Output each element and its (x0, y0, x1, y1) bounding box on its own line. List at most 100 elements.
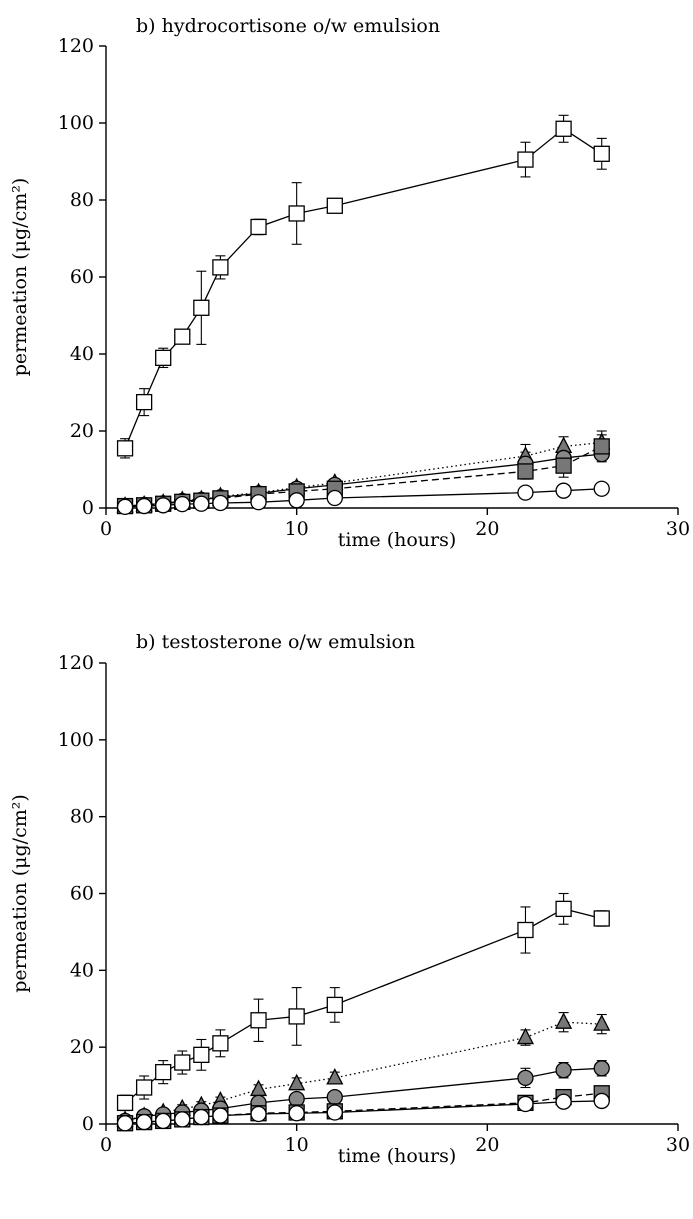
data-point-square (288, 1008, 305, 1025)
data-point-triangle (555, 1012, 573, 1029)
y-tick-label: 80 (70, 189, 94, 211)
data-point-circle (288, 1105, 305, 1122)
data-point-square (517, 151, 534, 168)
data-point-triangle (326, 1067, 344, 1085)
series-4 (120, 434, 607, 508)
data-point-square (555, 900, 572, 918)
x-tick-label: 10 (285, 518, 309, 540)
data-point-circle (593, 480, 610, 497)
data-point-circle (326, 1104, 343, 1121)
y-tick-label: 40 (70, 959, 94, 981)
data-point-circle (555, 1093, 572, 1110)
y-tick-label: 20 (70, 420, 94, 442)
data-point-circle (517, 1095, 534, 1113)
data-point-circle (155, 1112, 172, 1130)
chart-panel-2: b) testosterone o/w emulsion020406080100… (9, 631, 690, 1167)
data-point-triangle (593, 1014, 611, 1031)
data-point-circle (593, 1060, 610, 1077)
data-point-triangle (249, 1079, 268, 1097)
y-tick-label: 40 (70, 343, 94, 365)
data-point-circle (193, 1108, 210, 1126)
series-5 (120, 484, 607, 509)
series-2 (120, 1012, 607, 1123)
x-tick-label: 30 (666, 518, 690, 540)
data-point-square (193, 1046, 210, 1063)
y-axis-label: permeation (μg/cm²) (9, 178, 31, 377)
data-point-circle (155, 497, 172, 514)
data-point-square (555, 120, 572, 137)
data-point-circle (288, 1090, 305, 1108)
data-point-circle (250, 1105, 267, 1123)
data-point-square (517, 921, 534, 939)
x-tick-label: 10 (285, 1134, 309, 1156)
x-tick-label: 0 (100, 518, 112, 540)
data-point-circle (174, 1111, 191, 1128)
series-2-markers (116, 1012, 611, 1127)
y-tick-label: 120 (58, 652, 94, 674)
y-tick-label: 80 (70, 806, 94, 828)
series-3 (120, 1060, 607, 1124)
data-point-square (135, 393, 153, 411)
data-point-circle (288, 492, 305, 509)
data-point-circle (135, 497, 153, 515)
x-tick-label: 20 (475, 1134, 499, 1156)
data-point-circle (212, 1107, 229, 1124)
data-point-square (155, 1063, 172, 1081)
data-point-square (250, 218, 267, 236)
series-5-markers (116, 480, 610, 515)
chart-title: b) hydrocortisone o/w emulsion (136, 15, 440, 37)
data-point-square (555, 457, 572, 474)
data-point-circle (326, 489, 343, 507)
series-5-markers (116, 1092, 610, 1132)
data-point-square (135, 1079, 153, 1096)
data-point-square (155, 349, 172, 367)
data-point-circle (193, 495, 210, 512)
data-point-square (326, 996, 343, 1014)
y-tick-label: 60 (70, 266, 94, 288)
series-2 (120, 430, 607, 508)
data-point-circle (116, 498, 134, 515)
data-point-square (193, 299, 210, 316)
data-point-square (288, 205, 305, 222)
x-axis-label: time (hours) (338, 1145, 457, 1167)
data-point-square (326, 197, 343, 214)
data-point-triangle (288, 1073, 306, 1091)
data-point-circle (250, 494, 267, 511)
series-1 (120, 892, 607, 1112)
data-point-circle (517, 1069, 534, 1087)
series-3 (120, 445, 607, 508)
data-point-circle (326, 1088, 343, 1106)
series-line (125, 441, 602, 507)
x-tick-label: 30 (666, 1134, 690, 1156)
y-axis-label: permeation (μg/cm²) (9, 794, 31, 993)
data-point-circle (212, 494, 229, 512)
data-point-circle (593, 1092, 610, 1110)
data-point-square (174, 1054, 191, 1071)
series-1-markers (116, 900, 610, 1112)
chart-title: b) testosterone o/w emulsion (136, 631, 415, 653)
data-point-circle (116, 1115, 134, 1132)
series-1 (120, 114, 607, 459)
y-tick-label: 100 (58, 729, 94, 751)
data-point-square (116, 1094, 134, 1112)
data-point-circle (555, 1062, 572, 1079)
x-tick-label: 0 (100, 1134, 112, 1156)
y-tick-label: 100 (58, 112, 94, 134)
data-point-square (250, 1012, 267, 1029)
data-point-circle (517, 484, 534, 501)
data-point-square (517, 463, 534, 480)
series-line (124, 1021, 602, 1121)
data-point-square (212, 1035, 229, 1052)
data-point-square (212, 259, 229, 276)
data-point-square (593, 910, 610, 927)
data-point-circle (555, 482, 572, 499)
y-tick-label: 0 (82, 497, 94, 519)
x-tick-label: 20 (475, 518, 499, 540)
series-4-markers (116, 438, 610, 515)
series-1-markers (116, 120, 610, 457)
chart-panel-1: b) hydrocortisone o/w emulsion 0 20 40 60 80 1… (9, 15, 690, 551)
data-point-square (174, 328, 191, 345)
data-point-square (116, 440, 134, 457)
data-point-square (593, 145, 610, 162)
